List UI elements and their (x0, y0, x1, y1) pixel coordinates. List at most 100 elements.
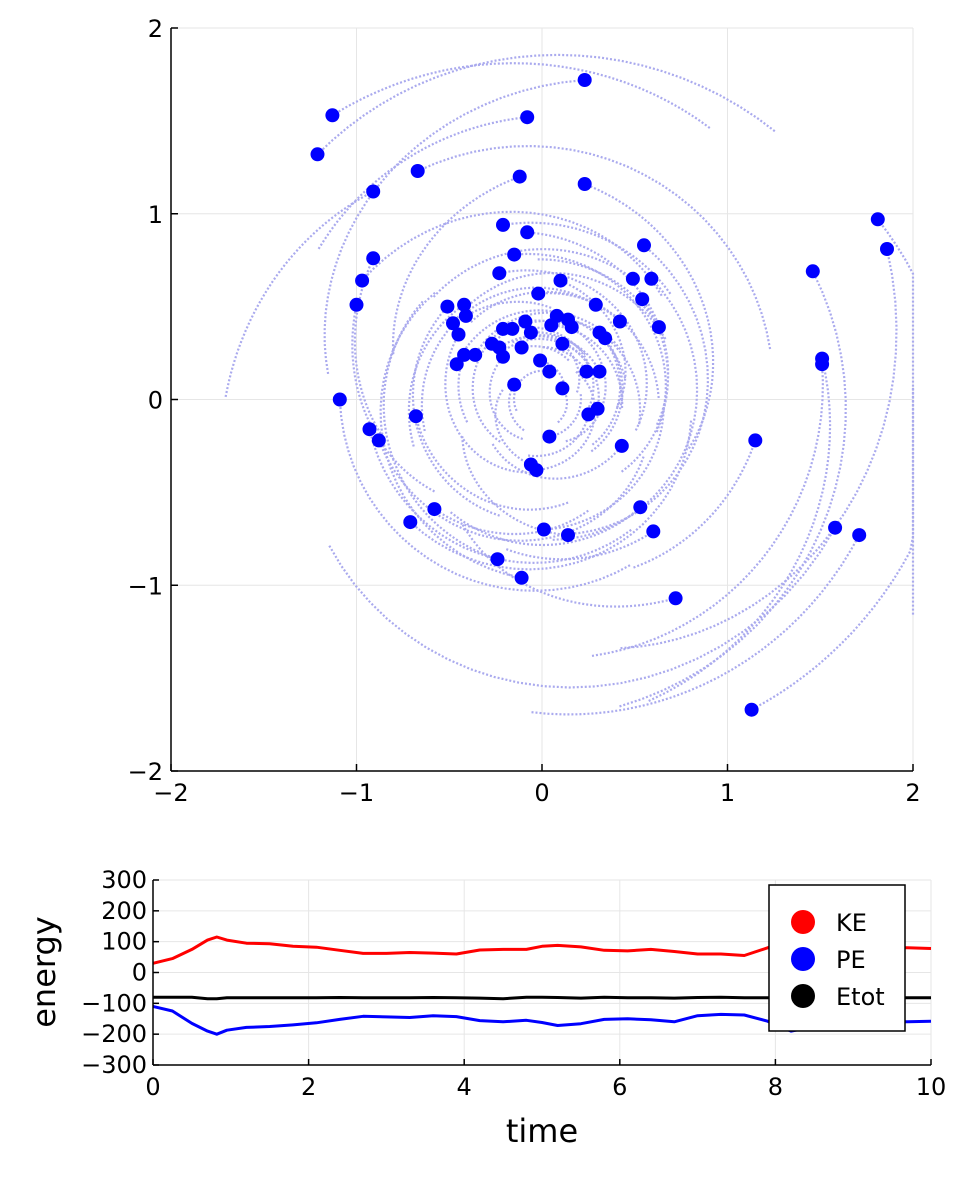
scatter-trails (224, 53, 915, 716)
particle-trail (328, 527, 837, 689)
particle-trail (461, 436, 569, 537)
x-axis-title: time (506, 1112, 578, 1150)
particle-point (366, 184, 381, 199)
scatter-y-tick-label: 1 (148, 201, 163, 229)
particle-trail (382, 300, 498, 561)
scatter-grid (170, 27, 914, 772)
legend-marker-ke (791, 910, 815, 934)
particle-point (514, 570, 529, 585)
y-axis-title: energy (25, 916, 63, 1028)
particle-point (544, 318, 559, 333)
particle-trail (471, 328, 504, 443)
particle-point (748, 433, 763, 448)
scatter-x-ticks: −2 −1 0 1 2 (153, 764, 921, 807)
energy-y-tick-label: −300 (81, 1051, 147, 1079)
particle-trail (536, 370, 597, 472)
particle-trail (505, 530, 654, 561)
particle-trail (567, 318, 642, 425)
particle-point (588, 297, 603, 312)
particle-trail (409, 420, 693, 571)
particle-point (446, 316, 460, 331)
scatter-x-tick-label: −2 (153, 779, 188, 807)
energy-x-tick-label: 6 (612, 1073, 627, 1101)
particle-point (577, 177, 592, 191)
particle-trail (316, 53, 776, 156)
legend-label-etot: Etot (836, 983, 885, 1011)
scatter-x-tick-label: 2 (905, 779, 920, 807)
particle-point (577, 73, 592, 87)
particle-point (451, 327, 466, 342)
energy-y-tick-label: 0 (132, 959, 147, 987)
particle-trail (512, 325, 595, 408)
particle-point (646, 524, 661, 539)
energy-y-tick-label: 300 (101, 866, 147, 894)
particle-trail (537, 258, 660, 328)
energy-x-tick-label: 10 (916, 1073, 947, 1101)
particle-trail (353, 257, 384, 438)
particle-point (427, 502, 442, 517)
particle-trail (377, 439, 645, 542)
legend-label-ke: KE (836, 909, 867, 937)
particle-trail (561, 342, 581, 393)
particle-point (410, 164, 425, 178)
particle-trail (452, 271, 667, 340)
particle-trail (465, 300, 552, 317)
particle-point (349, 297, 364, 312)
legend-marker-etot (791, 984, 815, 1008)
particle-point (408, 409, 423, 424)
particle-trail (527, 231, 670, 426)
legend-marker-pe (791, 947, 815, 971)
scatter-plot: −2 −1 0 1 2 −2 −1 0 1 2 (128, 15, 921, 807)
particle-point (332, 392, 347, 407)
particle-point (625, 271, 640, 286)
particle-trail (542, 346, 588, 373)
particle-point (490, 552, 505, 567)
particle-trail (507, 384, 525, 432)
particle-trail (512, 369, 550, 412)
particle-point (592, 364, 607, 379)
particle-trail (514, 252, 667, 433)
particle-trail (539, 359, 565, 383)
particle-point (403, 515, 418, 530)
particle-trail (560, 279, 627, 408)
particle-point (598, 331, 613, 346)
particle-point (542, 364, 557, 379)
particle-point (533, 353, 548, 368)
particle-trail (455, 309, 552, 365)
particle-trail (449, 506, 642, 547)
particle-point (458, 308, 473, 323)
particle-trail (566, 244, 710, 536)
particle-trail (590, 337, 624, 453)
particle-point (614, 438, 629, 453)
particle-point (468, 347, 483, 362)
particle-trail (498, 334, 594, 375)
particle-point (362, 422, 377, 437)
energy-y-tick-label: 200 (101, 897, 147, 925)
energy-y-tick-label: −200 (81, 1020, 147, 1048)
particle-trail (391, 175, 521, 355)
particle-trail (751, 388, 915, 711)
energy-y-tick-label: 100 (101, 928, 147, 956)
particle-point (529, 463, 544, 478)
particle-point (440, 299, 455, 314)
particle-point (366, 251, 381, 266)
particle-trail (531, 534, 861, 716)
particle-trail (432, 248, 634, 298)
legend-label-pe: PE (836, 946, 866, 974)
particle-point (520, 225, 535, 240)
particle-point (531, 286, 546, 301)
energy-x-tick-label: 8 (768, 1073, 783, 1101)
particle-trail (433, 508, 589, 536)
particle-point (512, 169, 527, 184)
scatter-x-tick-label: 0 (534, 779, 549, 807)
particle-point (505, 321, 520, 336)
particle-trail (591, 364, 825, 657)
particle-trail (444, 334, 535, 474)
particle-trail (417, 144, 772, 350)
particle-trail (538, 292, 660, 399)
particle-point (635, 292, 650, 307)
energy-y-ticks: 300 200 100 0−100 −200 −300 (81, 866, 159, 1079)
scatter-y-tick-label: 0 (148, 387, 163, 415)
particle-point (542, 429, 557, 444)
